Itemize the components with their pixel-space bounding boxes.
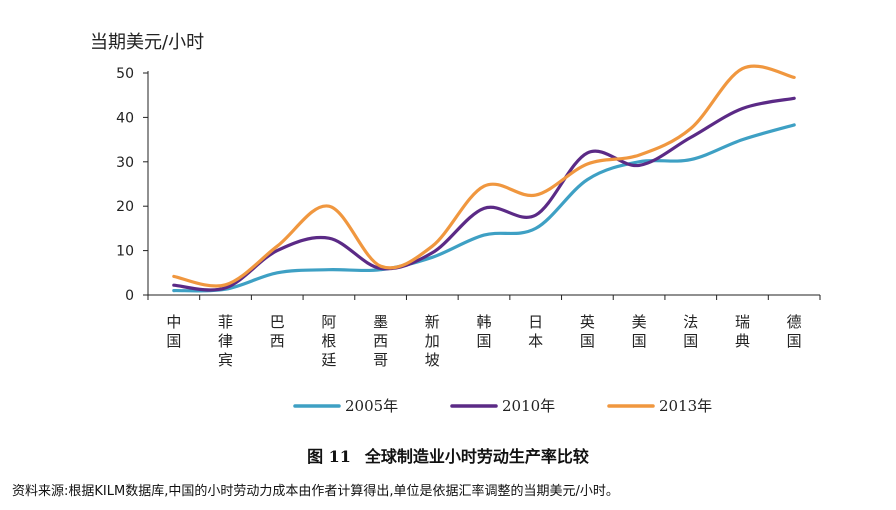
chart-axes: 0 10 20 30 40 50 中国 菲律宾 巴西 阿根廷 墨西哥 新加坡 韩国日本英国美国法国瑞典德… bbox=[116, 66, 821, 369]
figure-caption: 图 11 全球制造业小时劳动生产率比较 bbox=[0, 443, 896, 467]
x-tick-label: 瑞典 bbox=[735, 313, 750, 350]
y-tick-label: 40 bbox=[116, 110, 134, 126]
x-tick-label: 德国 bbox=[787, 313, 802, 350]
x-tick-label: 韩国 bbox=[476, 313, 491, 350]
y-tick-label: 50 bbox=[116, 66, 134, 82]
source-note: 资料来源:根据KILM数据库,中国的小时劳动力成本由作者计算得出,单位是依据汇率… bbox=[12, 484, 619, 499]
x-tick-label: 美国 bbox=[632, 313, 647, 350]
chart-legend: 2005年 2010年 2013年 bbox=[293, 397, 712, 415]
figure-number: 图 11 bbox=[307, 447, 351, 466]
y-axis-unit-label: 当期美元/小时 bbox=[90, 32, 205, 53]
chart-series bbox=[172, 64, 796, 293]
y-tick-label: 20 bbox=[116, 199, 134, 215]
x-tick-label: 中国 bbox=[166, 313, 181, 350]
x-tick-label: 新加坡 bbox=[425, 313, 440, 369]
x-tick-label: 菲律宾 bbox=[218, 313, 233, 369]
line-chart: 0 10 20 30 40 50 中国 菲律宾 巴西 阿根廷 墨西哥 新加坡 韩国日本英国美国法国瑞典德… bbox=[116, 64, 821, 415]
x-tick-label: 阿根廷 bbox=[321, 313, 336, 369]
y-tick-label: 0 bbox=[125, 288, 134, 304]
x-tick-label: 日本 bbox=[528, 313, 543, 350]
y-tick-label: 30 bbox=[116, 155, 134, 171]
y-tick-label: 10 bbox=[116, 244, 134, 260]
figure-title: 全球制造业小时劳动生产率比较 bbox=[364, 447, 589, 466]
series-line-3 bbox=[172, 64, 796, 288]
x-tick-label: 法国 bbox=[683, 313, 698, 350]
x-tick-label: 巴西 bbox=[270, 313, 285, 350]
series-line-1 bbox=[172, 123, 796, 293]
legend-label: 2010年 bbox=[502, 397, 555, 415]
series-line-2 bbox=[172, 96, 796, 292]
x-tick-label: 墨西哥 bbox=[373, 313, 388, 369]
x-tick-label: 英国 bbox=[580, 313, 595, 350]
legend-label: 2013年 bbox=[659, 397, 712, 415]
legend-label: 2005年 bbox=[345, 397, 398, 415]
